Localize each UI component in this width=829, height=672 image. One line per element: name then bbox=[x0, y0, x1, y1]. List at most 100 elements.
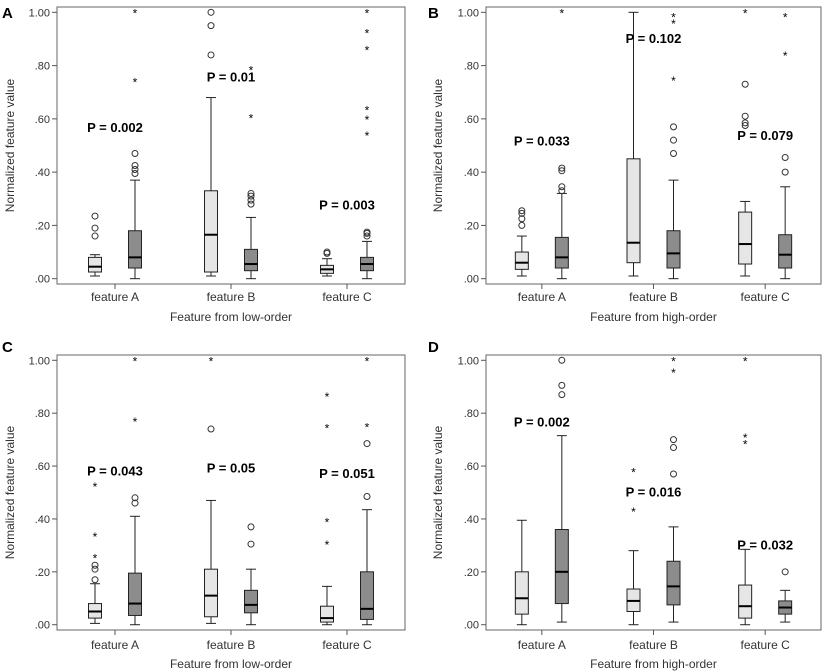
box-feature-C-group-1: * bbox=[738, 6, 753, 277]
y-axis-title: Normalized feature value bbox=[3, 78, 17, 212]
extreme-point: * bbox=[365, 129, 370, 143]
panel-d: D .00 .20 .40 .60 .80 1.00 Normalized feature v… bbox=[428, 339, 822, 671]
y-axis-title: Normalized feature value bbox=[431, 425, 445, 559]
panel-b: B .00 .20 .40 .60 .80 1.00 Normalized feature v… bbox=[428, 5, 822, 324]
y-tick-label: .20 bbox=[35, 220, 50, 232]
x-tick-label: feature C bbox=[322, 290, 372, 304]
outlier-point bbox=[518, 221, 526, 229]
outlier-point bbox=[670, 123, 677, 131]
extreme-point: * bbox=[325, 422, 330, 436]
extreme-point: * bbox=[93, 551, 98, 565]
outlier-point bbox=[670, 436, 677, 444]
outlier-point bbox=[131, 169, 139, 177]
extreme-point: * bbox=[671, 74, 676, 88]
outlier-point bbox=[781, 153, 789, 161]
extreme-point: * bbox=[93, 530, 98, 544]
y-tick-label: .80 bbox=[464, 408, 479, 420]
extreme-point: * bbox=[325, 390, 330, 404]
p-value-label: P = 0.032 bbox=[737, 537, 793, 552]
y-tick-label: .20 bbox=[35, 567, 50, 579]
extreme-point: * bbox=[743, 431, 748, 445]
iqr-box bbox=[244, 589, 258, 614]
iqr-box bbox=[204, 190, 218, 273]
outlier-point bbox=[247, 196, 255, 204]
box-feature-B-group-1 bbox=[626, 11, 641, 277]
extreme-point: * bbox=[209, 354, 214, 368]
box-feature-B-group-1: * bbox=[204, 354, 218, 624]
box-feature-A-group-2: ** bbox=[128, 354, 142, 626]
x-axis-title: Feature from high-order bbox=[590, 657, 717, 671]
y-tick-label: .60 bbox=[35, 461, 50, 473]
p-value-label: P = 0.016 bbox=[626, 484, 682, 499]
outlier-point bbox=[558, 391, 566, 399]
y-axis-title: Normalized feature value bbox=[3, 425, 17, 559]
outlier-point bbox=[131, 494, 139, 502]
x-tick-label: feature A bbox=[91, 638, 139, 652]
outlier-point bbox=[363, 232, 371, 240]
outlier-point bbox=[363, 492, 371, 500]
x-tick-label: feature B bbox=[207, 290, 256, 304]
outlier-point bbox=[558, 183, 566, 191]
outlier-point bbox=[363, 440, 371, 448]
extreme-point: * bbox=[325, 516, 330, 530]
extreme-point: * bbox=[93, 480, 98, 494]
x-axis-title: Feature from low-order bbox=[170, 310, 292, 324]
outlier-point bbox=[363, 228, 371, 236]
p-value-label: P = 0.002 bbox=[87, 120, 143, 135]
y-tick-label: .80 bbox=[35, 61, 50, 73]
outlier-point bbox=[558, 356, 566, 364]
outlier-point bbox=[91, 212, 99, 220]
y-tick-label: .80 bbox=[35, 408, 50, 420]
box-feature-C-group-2: ****** bbox=[360, 6, 374, 280]
extreme-point: * bbox=[783, 49, 788, 63]
extreme-point: * bbox=[133, 354, 138, 368]
iqr-box bbox=[360, 571, 374, 620]
y-tick-label: .20 bbox=[464, 220, 479, 232]
iqr-box bbox=[666, 230, 681, 269]
extreme-point: * bbox=[325, 538, 330, 552]
iqr-box bbox=[738, 584, 753, 619]
extreme-point: * bbox=[743, 354, 748, 368]
x-tick-label: feature B bbox=[207, 638, 256, 652]
x-axis-title: Feature from high-order bbox=[590, 310, 717, 324]
box-feature-A-group-1 bbox=[514, 207, 529, 277]
x-tick-label: feature B bbox=[629, 290, 678, 304]
y-tick-label: .20 bbox=[464, 567, 479, 579]
outlier-point bbox=[131, 499, 139, 507]
p-value-label: P = 0.033 bbox=[514, 134, 570, 149]
box-feature-A-group-2: ** bbox=[128, 6, 142, 280]
p-value-label: P = 0.002 bbox=[514, 414, 570, 429]
extreme-point: * bbox=[365, 113, 370, 127]
extreme-point: * bbox=[631, 465, 636, 479]
iqr-box bbox=[204, 568, 218, 618]
y-tick-label: .00 bbox=[464, 274, 479, 286]
extreme-point: * bbox=[365, 104, 370, 118]
outlier-point bbox=[518, 215, 526, 223]
outlier-point bbox=[323, 248, 331, 256]
box-feature-C-group-2 bbox=[778, 568, 793, 623]
iqr-box bbox=[626, 158, 641, 264]
extreme-point: * bbox=[365, 26, 370, 40]
box-feature-A-group-1: * * * bbox=[88, 480, 102, 624]
extreme-point: * bbox=[365, 44, 370, 58]
extreme-point: * bbox=[133, 6, 138, 20]
iqr-box bbox=[514, 571, 529, 615]
iqr-box bbox=[244, 248, 258, 272]
y-tick-label: .40 bbox=[464, 514, 479, 526]
outlier-point bbox=[247, 523, 255, 531]
box-feature-A-group-1 bbox=[88, 212, 102, 277]
y-tick-label: 1.00 bbox=[458, 7, 479, 19]
outlier-point bbox=[247, 540, 255, 548]
y-tick-label: .00 bbox=[35, 620, 50, 632]
p-value-label: P = 0.079 bbox=[737, 128, 793, 143]
extreme-point: * bbox=[133, 76, 138, 90]
y-tick-label: 1.00 bbox=[29, 355, 50, 367]
y-tick-label: .40 bbox=[35, 167, 50, 179]
outlier-point bbox=[131, 161, 139, 169]
plot-frame bbox=[56, 6, 406, 285]
box-feature-A-group-1 bbox=[514, 519, 529, 626]
p-value-label: P = 0.102 bbox=[626, 31, 682, 46]
box-feature-C-group-1 bbox=[320, 248, 334, 277]
y-tick-label: .60 bbox=[464, 461, 479, 473]
iqr-box bbox=[666, 560, 681, 606]
